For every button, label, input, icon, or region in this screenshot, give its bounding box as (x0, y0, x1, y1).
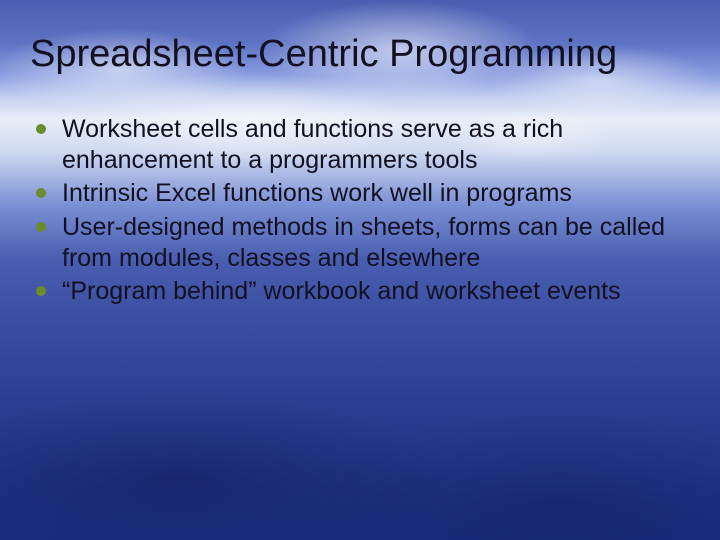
list-item: User-designed methods in sheets, forms c… (34, 212, 690, 275)
bullet-text: User-designed methods in sheets, forms c… (62, 212, 690, 275)
list-item: “Program behind” workbook and worksheet … (34, 276, 690, 307)
slide: Spreadsheet-Centric Programming Workshee… (0, 0, 720, 540)
list-item: Worksheet cells and functions serve as a… (34, 114, 690, 177)
bullet-icon (36, 188, 46, 198)
bullet-icon (36, 222, 46, 232)
slide-body: Worksheet cells and functions serve as a… (30, 114, 690, 308)
bullet-text: Worksheet cells and functions serve as a… (62, 114, 690, 177)
bullet-text: Intrinsic Excel functions work well in p… (62, 178, 572, 209)
list-item: Intrinsic Excel functions work well in p… (34, 178, 690, 209)
bullet-icon (36, 286, 46, 296)
background-water-shade (0, 280, 720, 540)
bullet-text: “Program behind” workbook and worksheet … (62, 276, 621, 307)
slide-title: Spreadsheet-Centric Programming (30, 34, 690, 76)
bullet-icon (36, 124, 46, 134)
